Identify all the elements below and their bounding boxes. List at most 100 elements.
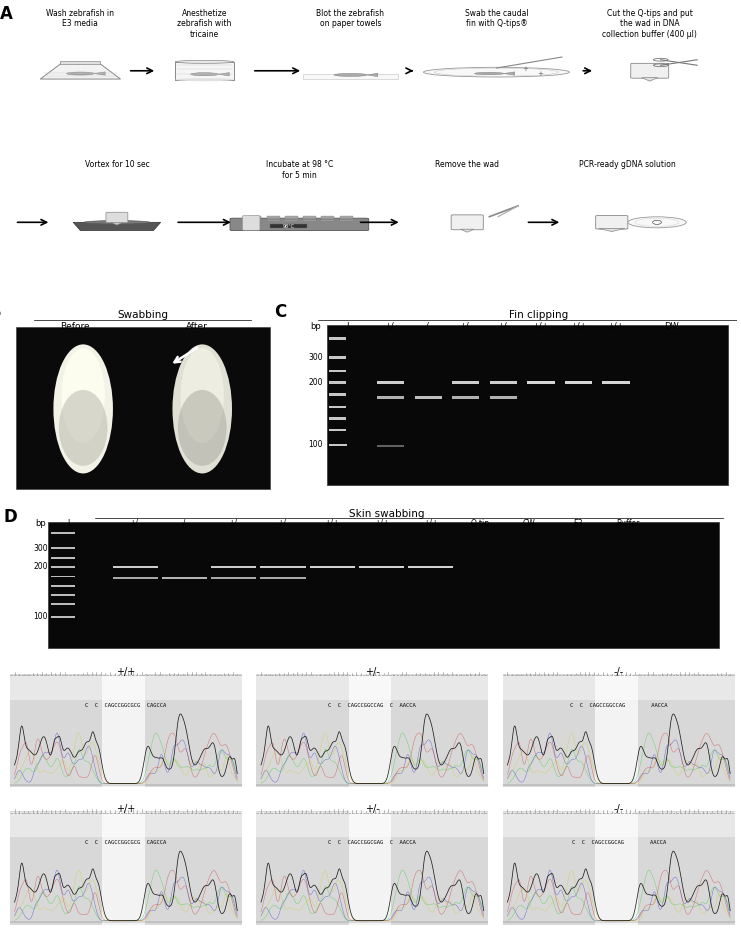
- Text: B: B: [0, 302, 1, 321]
- Bar: [452, 397, 479, 398]
- Polygon shape: [94, 72, 105, 76]
- Text: +/-: +/-: [459, 322, 472, 330]
- Bar: [595, 811, 638, 925]
- Bar: [322, 218, 334, 219]
- Text: C: C: [273, 302, 286, 321]
- Text: Q-tip: Q-tip: [471, 519, 490, 528]
- Bar: [303, 218, 316, 219]
- Text: -/-: -/-: [180, 519, 188, 528]
- Text: 98°C: 98°C: [282, 224, 294, 229]
- Bar: [260, 577, 305, 579]
- Bar: [595, 674, 638, 787]
- Bar: [211, 565, 256, 568]
- Bar: [349, 674, 391, 787]
- Bar: [414, 397, 442, 398]
- Ellipse shape: [176, 78, 233, 81]
- Polygon shape: [367, 74, 378, 77]
- Text: E3: E3: [574, 519, 583, 528]
- Bar: [303, 216, 316, 217]
- Bar: [359, 565, 404, 568]
- Text: +/+: +/+: [608, 322, 624, 330]
- Text: 200: 200: [33, 563, 47, 571]
- Bar: [322, 219, 334, 221]
- Bar: [267, 218, 279, 219]
- Text: Fin clipping: Fin clipping: [509, 310, 568, 320]
- Bar: [248, 219, 262, 221]
- Text: Skin swabbing: Skin swabbing: [349, 509, 425, 520]
- Text: Anesthetize
zebrafish with
tricaine: Anesthetize zebrafish with tricaine: [177, 8, 232, 38]
- Bar: [329, 394, 346, 396]
- Bar: [329, 369, 346, 372]
- Text: Swab the caudal
fin with Q-tips®: Swab the caudal fin with Q-tips®: [465, 8, 528, 28]
- Bar: [303, 74, 398, 79]
- Bar: [339, 218, 353, 219]
- Bar: [490, 397, 517, 398]
- Text: +/+: +/+: [533, 322, 549, 330]
- Text: CW: CW: [523, 519, 536, 528]
- Ellipse shape: [67, 72, 94, 75]
- Text: +/-: +/-: [227, 519, 239, 528]
- Bar: [339, 216, 353, 217]
- Text: L: L: [67, 519, 72, 528]
- Polygon shape: [642, 77, 658, 81]
- Text: Vortex for 10 sec: Vortex for 10 sec: [84, 160, 149, 169]
- Bar: [256, 812, 488, 837]
- Bar: [47, 522, 719, 648]
- Bar: [267, 219, 279, 221]
- Bar: [102, 811, 144, 925]
- Ellipse shape: [190, 73, 219, 76]
- Ellipse shape: [181, 348, 224, 443]
- Ellipse shape: [53, 344, 113, 473]
- Bar: [408, 565, 453, 568]
- Bar: [452, 381, 479, 383]
- Text: +/+: +/+: [373, 519, 389, 528]
- Text: PCR-ready gDNA solution: PCR-ready gDNA solution: [579, 160, 677, 169]
- Text: +/+: +/+: [116, 666, 136, 676]
- Bar: [113, 565, 158, 568]
- Polygon shape: [111, 222, 123, 225]
- Text: L: L: [347, 322, 351, 330]
- Text: DW: DW: [664, 322, 679, 330]
- Ellipse shape: [474, 72, 504, 75]
- Text: -/-: -/-: [424, 322, 433, 330]
- Bar: [327, 326, 728, 485]
- FancyBboxPatch shape: [631, 63, 668, 78]
- Text: Wash zebrafish in
E3 media: Wash zebrafish in E3 media: [47, 8, 114, 28]
- Bar: [329, 356, 346, 359]
- Polygon shape: [599, 229, 625, 231]
- Text: +/-: +/-: [129, 519, 141, 528]
- Text: Swabbing: Swabbing: [117, 310, 168, 320]
- Bar: [51, 585, 75, 587]
- Text: +/+: +/+: [325, 519, 340, 528]
- Text: +/-: +/-: [497, 322, 510, 330]
- Bar: [285, 219, 298, 221]
- Text: bp: bp: [35, 519, 46, 528]
- Bar: [16, 327, 270, 489]
- Bar: [377, 397, 405, 398]
- Bar: [176, 62, 233, 79]
- FancyBboxPatch shape: [451, 215, 483, 230]
- Text: +/+: +/+: [116, 803, 136, 814]
- Text: 200: 200: [308, 378, 323, 387]
- Bar: [51, 566, 75, 567]
- Ellipse shape: [173, 344, 232, 473]
- Text: +: +: [537, 71, 543, 77]
- Text: Cut the Q-tips and put
the wad in DNA
collection buffer (400 μl): Cut the Q-tips and put the wad in DNA co…: [602, 8, 697, 38]
- Bar: [339, 219, 353, 221]
- Bar: [329, 406, 346, 409]
- Text: +: +: [522, 66, 528, 73]
- Text: +/-: +/-: [277, 519, 289, 528]
- Ellipse shape: [84, 220, 150, 224]
- Bar: [51, 616, 75, 618]
- FancyBboxPatch shape: [230, 218, 369, 230]
- Bar: [377, 381, 405, 383]
- Bar: [329, 428, 346, 431]
- FancyBboxPatch shape: [596, 216, 628, 230]
- Text: 300: 300: [308, 354, 323, 362]
- Bar: [267, 216, 279, 217]
- Ellipse shape: [176, 61, 233, 63]
- Polygon shape: [73, 222, 161, 230]
- Text: +/-: +/-: [365, 803, 379, 814]
- Bar: [162, 577, 207, 579]
- Polygon shape: [219, 73, 229, 76]
